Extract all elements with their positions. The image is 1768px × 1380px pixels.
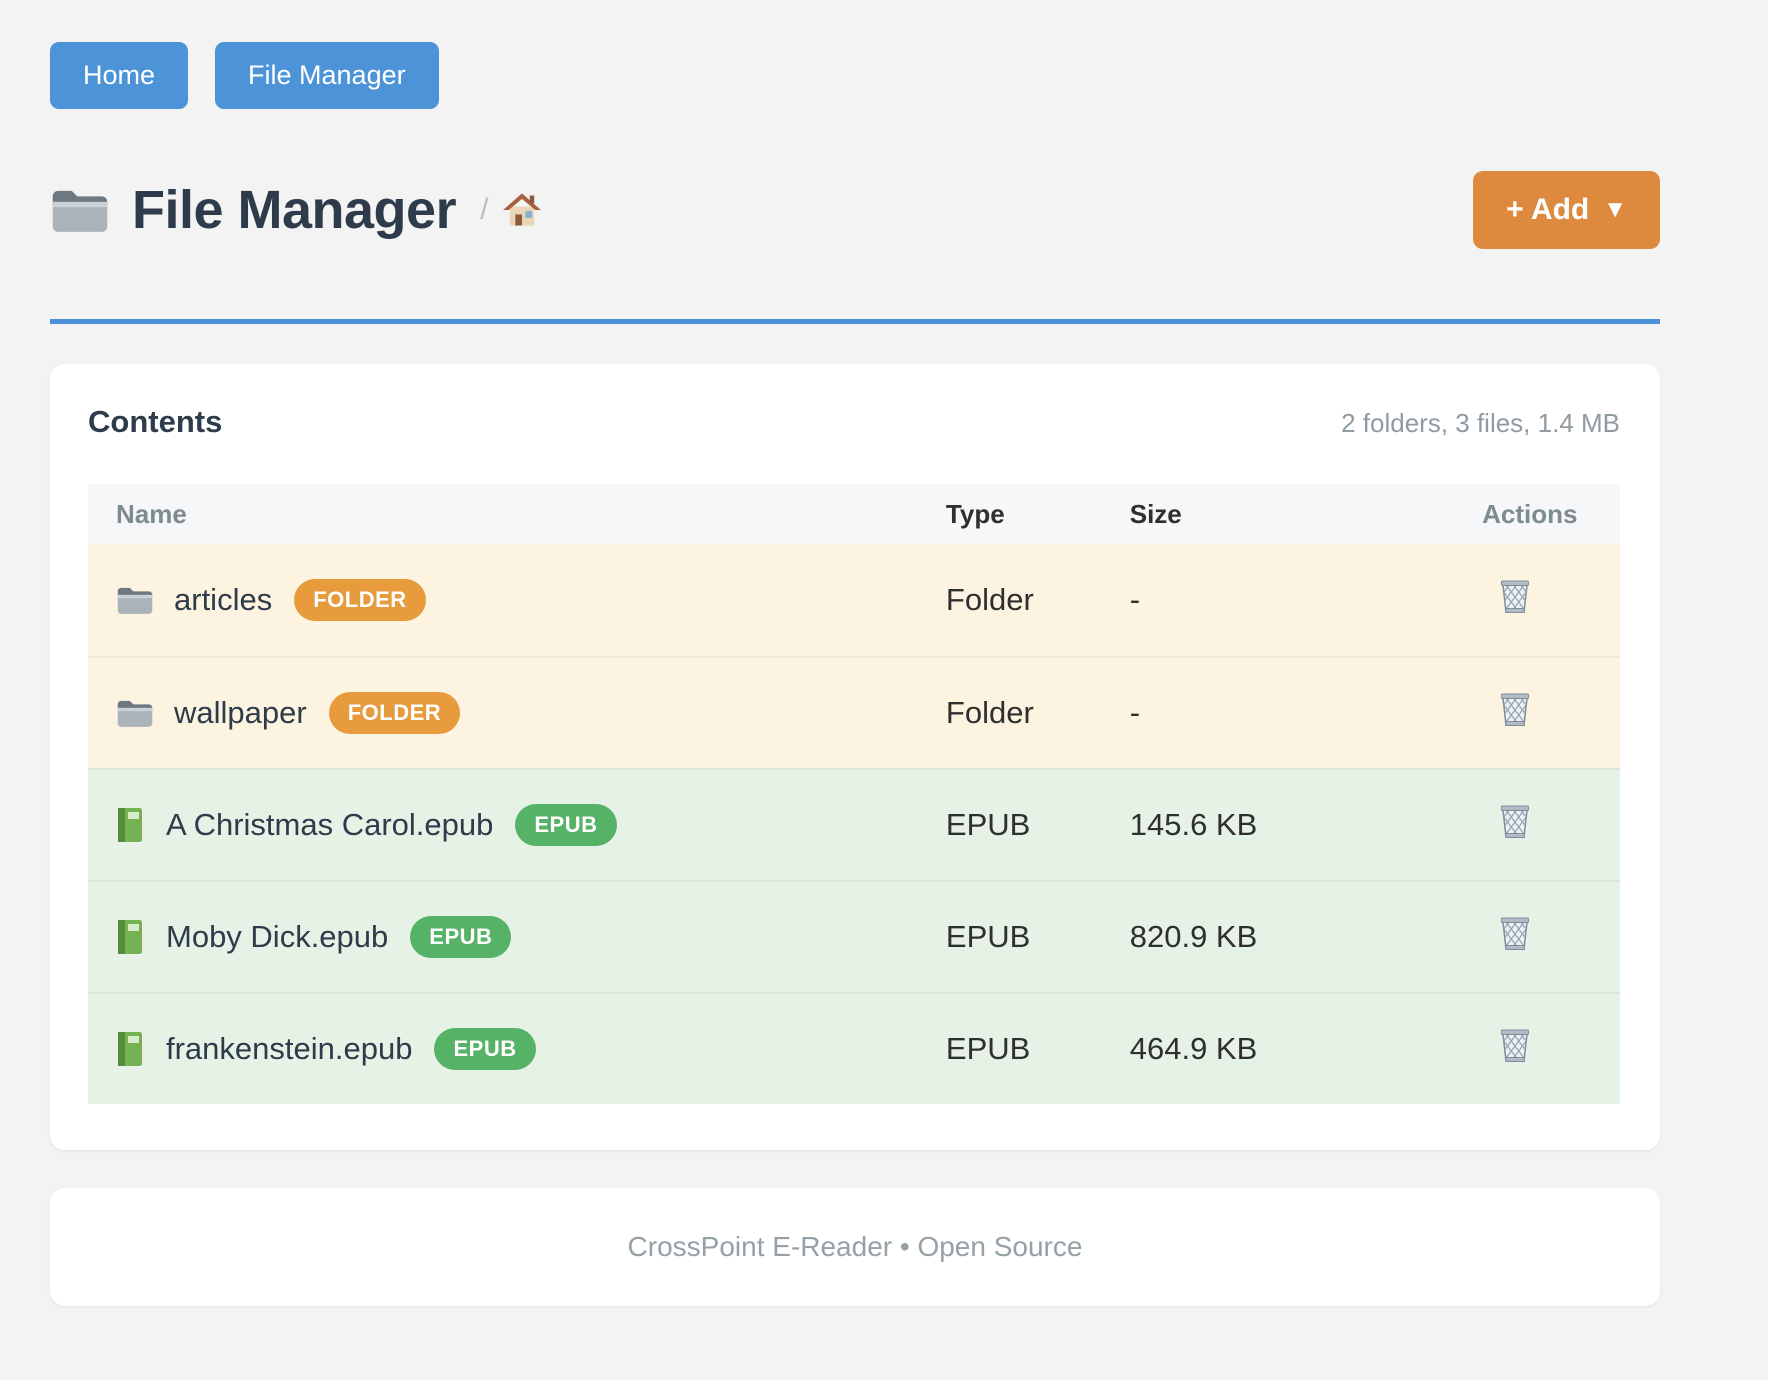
trash-icon	[1498, 802, 1532, 840]
top-nav: Home File Manager	[50, 0, 1660, 109]
folder-badge: FOLDER	[294, 579, 426, 621]
home-button[interactable]: Home	[50, 42, 189, 109]
folder-icon	[50, 185, 110, 235]
chevron-down-icon: ▼	[1603, 196, 1627, 223]
book-icon	[116, 807, 146, 843]
file-name[interactable]: wallpaper	[174, 695, 307, 730]
file-type: EPUB	[945, 807, 1031, 842]
table-row[interactable]: A Christmas Carol.epub EPUB EPUB 145.6 K…	[88, 768, 1620, 880]
epub-badge: EPUB	[434, 1028, 536, 1070]
trash-icon	[1498, 1026, 1532, 1064]
table-row[interactable]: articles FOLDER Folder -	[88, 544, 1620, 656]
column-header-actions: Actions	[1482, 498, 1578, 529]
file-manager-button[interactable]: File Manager	[215, 42, 439, 109]
delete-button[interactable]	[1498, 802, 1532, 840]
footer: CrossPoint E-Reader • Open Source	[50, 1188, 1660, 1306]
folder-badge: FOLDER	[328, 692, 461, 734]
table-row[interactable]: wallpaper FOLDER Folder -	[88, 656, 1620, 768]
file-name[interactable]: frankenstein.epub	[166, 1031, 413, 1066]
contents-title: Contents	[88, 404, 223, 439]
breadcrumb-separator: /	[480, 193, 489, 226]
table-header-row: Name Type Size Actions	[88, 484, 1620, 544]
file-size: -	[1129, 695, 1141, 730]
file-size: -	[1129, 582, 1141, 617]
file-type: EPUB	[945, 919, 1031, 954]
footer-text: CrossPoint E-Reader • Open Source	[627, 1231, 1083, 1262]
book-icon	[116, 1031, 146, 1067]
add-button-label: + Add	[1506, 193, 1590, 226]
file-type: Folder	[945, 582, 1034, 617]
book-icon	[116, 919, 146, 955]
breadcrumb: /	[480, 191, 542, 229]
column-header-name: Name	[116, 498, 187, 529]
epub-badge: EPUB	[515, 804, 617, 846]
delete-button[interactable]	[1498, 690, 1532, 728]
add-button[interactable]: + Add ▼	[1473, 171, 1660, 249]
folder-icon	[116, 583, 154, 617]
column-header-type: Type	[945, 498, 1005, 529]
file-size: 464.9 KB	[1129, 1031, 1258, 1066]
contents-card: Contents 2 folders, 3 files, 1.4 MB Name…	[50, 364, 1660, 1150]
file-table: Name Type Size Actions articles FOLDER F…	[88, 484, 1620, 1104]
trash-icon	[1498, 690, 1532, 728]
title-group: File Manager /	[50, 179, 542, 241]
header-divider	[50, 319, 1660, 324]
page: Home File Manager File Manager / + Add ▼…	[50, 0, 1660, 1306]
contents-summary: 2 folders, 3 files, 1.4 MB	[1341, 408, 1620, 438]
file-type: EPUB	[945, 1031, 1031, 1066]
table-row[interactable]: Moby Dick.epub EPUB EPUB 820.9 KB	[88, 880, 1620, 992]
delete-button[interactable]	[1498, 914, 1532, 952]
file-size: 145.6 KB	[1129, 807, 1258, 842]
trash-icon	[1498, 577, 1532, 615]
folder-icon	[116, 696, 154, 730]
file-size: 820.9 KB	[1129, 919, 1258, 954]
delete-button[interactable]	[1498, 1026, 1532, 1064]
epub-badge: EPUB	[410, 916, 512, 958]
file-type: Folder	[945, 695, 1034, 730]
page-title: File Manager	[132, 180, 457, 240]
contents-card-header: Contents 2 folders, 3 files, 1.4 MB	[88, 404, 1620, 440]
house-icon[interactable]	[502, 191, 542, 229]
page-header: File Manager / + Add ▼	[50, 171, 1660, 249]
column-header-size: Size	[1129, 498, 1182, 529]
table-row[interactable]: frankenstein.epub EPUB EPUB 464.9 KB	[88, 992, 1620, 1104]
trash-icon	[1498, 914, 1532, 952]
file-name[interactable]: articles	[174, 582, 273, 617]
delete-button[interactable]	[1498, 577, 1532, 615]
file-name[interactable]: A Christmas Carol.epub	[166, 807, 494, 842]
file-name[interactable]: Moby Dick.epub	[166, 919, 389, 954]
